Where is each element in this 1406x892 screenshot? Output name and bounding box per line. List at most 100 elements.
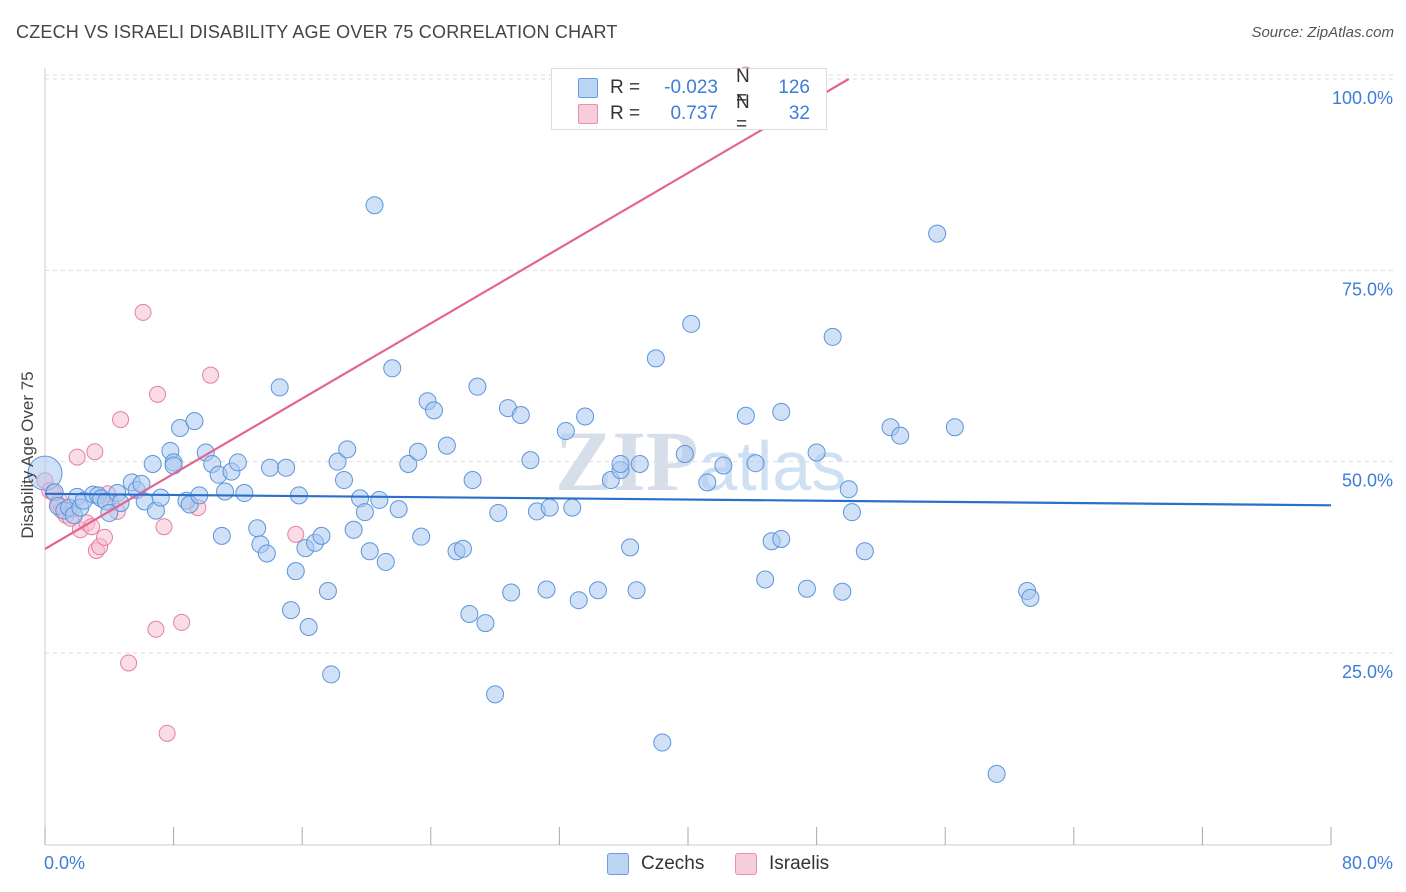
czech-point [891,426,910,445]
czech-point [355,503,374,522]
czech-point [328,452,347,471]
israeli-point [287,525,305,543]
czech-point [171,418,190,437]
czech-point [736,406,755,425]
czech-point [338,440,357,459]
czech-point [322,665,341,684]
n-value: 126 [778,77,810,98]
czech-point [408,442,427,461]
czech-point [412,527,431,546]
grid-lines [45,74,1393,654]
czech-trend-line [44,492,1332,507]
czech-point [746,454,765,473]
czech-point [521,451,540,470]
czech-point [216,482,235,501]
czech-point [1021,588,1040,607]
israeli-legend-label: Israelis [769,853,830,874]
israeli-point [149,385,167,403]
czech-point [756,570,775,589]
correlation-legend: R = -0.023 N = 126 R = 0.737 N = 32 [551,66,827,135]
czech-point [611,454,630,473]
x-tick-label-max: 80.0% [1342,853,1393,873]
israeli-trend-line [44,78,850,550]
czech-point [143,454,162,473]
czech-point [460,604,479,623]
czech-swatch [578,78,598,98]
bottom-legend-czechs: Czechs [607,852,704,876]
czech-point [277,458,296,477]
czech-point [370,490,389,509]
czech-point [839,480,858,499]
israeli-point [112,411,130,429]
czech-point [468,377,487,396]
czech-point [823,327,842,346]
czech-point [646,349,665,368]
israeli-point [173,613,191,631]
czech-point [270,378,289,397]
legend-row-israelis: R = 0.737 N = 32 [578,92,810,135]
czech-point [588,581,607,600]
r-label: R = [610,77,641,98]
r-value: -0.023 [664,77,718,98]
czech-point [463,471,482,490]
czech-point [212,526,231,545]
israeli-point [155,518,173,536]
czech-point [257,544,276,563]
czech-point [842,503,861,522]
czech-points [27,196,1040,783]
n-value: 32 [788,103,810,124]
czech-legend-swatch [607,853,629,875]
israeli-point [95,528,113,546]
czech-point [261,458,280,477]
czech-point [675,445,694,464]
czech-point [185,412,204,431]
czech-point [365,196,384,215]
n-label: N = [736,66,750,109]
czech-point [630,454,649,473]
tick-labels: 25.0% 50.0% 75.0% 100.0% 0.0% 80.0% [44,88,1393,873]
czech-point [540,498,559,517]
israeli-points [36,66,755,742]
czech-point [376,552,395,571]
czech-point [511,405,530,424]
israeli-swatch [578,104,598,124]
czech-point [714,456,733,475]
czech-point [151,488,170,507]
israeli-point [202,366,220,384]
bottom-legend-israelis: Israelis [735,852,829,876]
source-label: Source: ZipAtlas.com [1251,24,1394,41]
legend-row-czechs: R = -0.023 N = 126 [578,66,810,109]
y-tick-label: 75.0% [1342,279,1393,299]
czech-point [945,418,964,437]
czech-point [855,542,874,561]
israeli-point [158,724,176,742]
czech-point [360,542,379,561]
czech-point [318,582,337,601]
czech-point [698,473,717,492]
czech-point [425,401,444,420]
czech-point [248,519,267,538]
r-label: R = [610,103,641,124]
czech-point [489,503,508,522]
israeli-point [147,620,165,638]
czech-point [627,581,646,600]
czech-point [833,582,852,601]
czech-point [621,538,640,557]
czech-point [569,591,588,610]
czech-point [389,500,408,519]
x-tick-label-min: 0.0% [44,853,85,873]
czech-point [653,733,672,752]
israeli-point [68,448,86,466]
czech-point [486,685,505,704]
czech-legend-label: Czechs [641,853,705,874]
y-tick-label: 100.0% [1332,88,1393,108]
czech-point [437,436,456,455]
czech-point [772,529,791,548]
czech-point [807,443,826,462]
czech-point [772,402,791,421]
czech-point [344,520,363,539]
r-value: 0.737 [670,103,718,124]
israeli-point [86,443,104,461]
y-axis-label: Disability Age Over 75 [18,371,37,538]
y-tick-label: 25.0% [1342,662,1393,682]
